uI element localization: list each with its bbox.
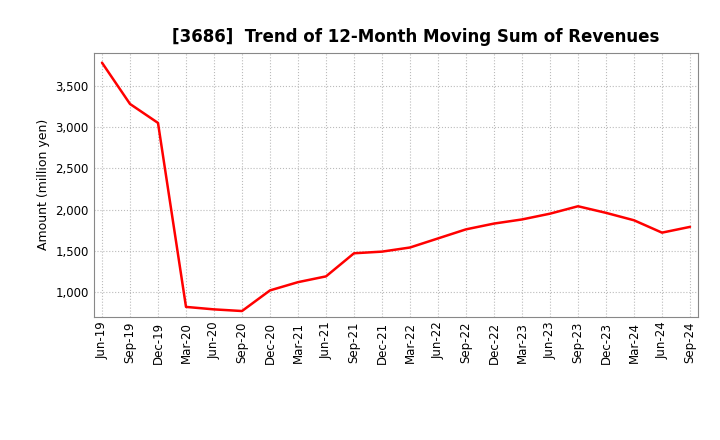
Y-axis label: Amount (million yen): Amount (million yen) — [37, 119, 50, 250]
Text: [3686]  Trend of 12-Month Moving Sum of Revenues: [3686] Trend of 12-Month Moving Sum of R… — [172, 28, 660, 46]
